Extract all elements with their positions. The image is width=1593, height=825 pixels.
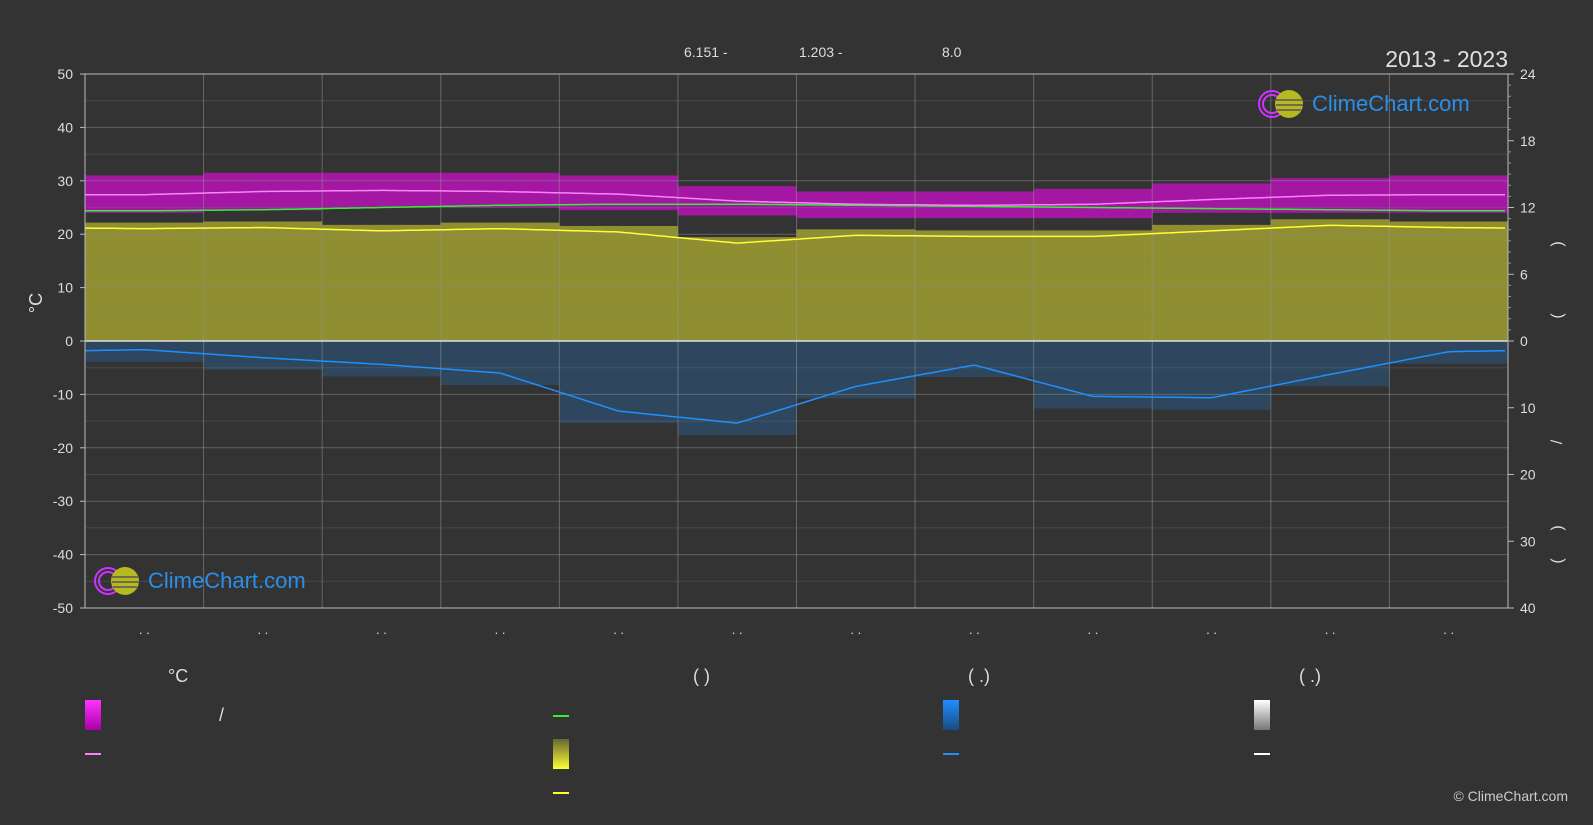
right-tick-label: 20	[1520, 467, 1536, 483]
left-tick-label: -10	[53, 386, 73, 402]
legend-snow-swatch	[1254, 700, 1270, 730]
rain-bar	[915, 341, 1034, 378]
sunshine-bar	[559, 225, 678, 341]
left-tick-label: -50	[53, 600, 73, 616]
month-label: . .	[613, 622, 624, 637]
month-label: . .	[495, 622, 506, 637]
month-label: . .	[139, 622, 150, 637]
axes-group: 50 40 30 20 10 0 -10 -20 -30 -40 -50 24 18 12 6 0 10 20 30…	[26, 66, 1566, 637]
rain-bar	[796, 341, 916, 399]
sunshine-bar	[1152, 224, 1271, 341]
legend-sun-heading: ( )	[693, 666, 710, 686]
legend-temperature-heading: °C	[168, 666, 189, 686]
legend-mean-temp-line	[85, 753, 101, 755]
sunshine-bar	[1389, 221, 1508, 341]
right-tick-label: 6	[1520, 266, 1528, 282]
mean-temp-line	[85, 189, 1505, 207]
left-tick-label: 40	[57, 119, 73, 135]
month-label: . .	[850, 622, 861, 637]
month-label: . .	[257, 622, 268, 637]
left-tick-label: 50	[57, 66, 73, 82]
month-label: . .	[1088, 622, 1099, 637]
right-axis-label: )	[1549, 525, 1566, 530]
rain-bar	[440, 341, 560, 386]
month-label: . .	[1325, 622, 1336, 637]
right-axis-label: /	[1549, 439, 1566, 444]
left-tick-label: -30	[53, 493, 73, 509]
month-label: . .	[732, 622, 743, 637]
rain-bar	[322, 341, 441, 377]
left-tick-label: -20	[53, 440, 73, 456]
right-tick-label: 30	[1520, 533, 1536, 549]
legend-slash: /	[219, 705, 225, 725]
max-temp-band	[440, 172, 560, 208]
left-tick-label: 0	[65, 333, 73, 349]
sunshine-bar	[1033, 230, 1153, 341]
left-axis-unit: °C	[26, 293, 46, 313]
sunshine-bar	[203, 221, 323, 341]
right-axis-label: (	[1549, 313, 1566, 319]
sunshine-line	[85, 224, 1506, 244]
legend-sunshine-line	[553, 792, 569, 794]
month-label: . .	[969, 622, 980, 637]
header-stat-3: 8.0	[942, 44, 962, 60]
daylight-line	[85, 203, 1505, 212]
logo-icon	[94, 565, 144, 597]
sunshine-bar	[322, 224, 441, 341]
brand-logo-bottom[interactable]: ClimeChart.com	[94, 565, 306, 597]
month-label: . .	[376, 622, 387, 637]
sunshine-bar	[440, 222, 560, 341]
rain-bar	[85, 341, 204, 362]
right-tick-label: 12	[1520, 200, 1536, 216]
left-tick-label: 30	[57, 173, 73, 189]
sunshine-bar	[85, 222, 204, 341]
legend-rain-line	[943, 753, 959, 755]
series-lines-group	[84, 189, 1506, 424]
sunshine-bars-group	[85, 219, 1508, 341]
legend-snow-heading: ( .)	[1299, 666, 1321, 686]
brand-name-bottom: ClimeChart.com	[148, 568, 306, 593]
month-label: . .	[1206, 622, 1217, 637]
legend-rain-swatch	[943, 700, 959, 730]
legend-daylight-line	[553, 715, 569, 717]
period-label: 2013 - 2023	[1385, 46, 1508, 72]
brand-name-top: ClimeChart.com	[1312, 91, 1470, 116]
logo-icon	[1258, 88, 1308, 120]
right-axis-label: (	[1549, 558, 1566, 564]
header-stat-2: 1.203 -	[799, 44, 843, 60]
sunshine-bar	[677, 237, 797, 341]
right-tick-label: 18	[1520, 133, 1536, 149]
header-stat-1: 6.151 -	[684, 44, 728, 60]
rain-bar	[1152, 341, 1271, 410]
sunshine-bar	[1270, 219, 1390, 341]
right-axis-label: )	[1549, 241, 1566, 246]
legend-rain-heading: ( .)	[968, 666, 990, 686]
brand-logo-top[interactable]: ClimeChart.com	[1258, 88, 1470, 120]
right-tick-label: 24	[1520, 66, 1536, 82]
copyright-label: © ClimeChart.com	[1453, 788, 1568, 804]
rain-bar	[1033, 341, 1153, 409]
right-tick-label: 0	[1520, 333, 1528, 349]
sunshine-bar	[915, 230, 1034, 341]
max-temp-band	[1033, 188, 1153, 219]
left-tick-label: 20	[57, 226, 73, 242]
month-label: . .	[1443, 622, 1454, 637]
sunshine-bar	[796, 229, 916, 341]
legend-snow-line	[1254, 753, 1270, 755]
right-tick-label: 10	[1520, 400, 1536, 416]
left-tick-label: -40	[53, 547, 73, 563]
rain-line	[84, 348, 1506, 424]
legend-max-temp-swatch	[85, 700, 101, 730]
rain-bar	[559, 341, 678, 424]
legend-sunshine-swatch	[553, 739, 569, 769]
grid-group	[84, 73, 1509, 609]
rain-bar	[1270, 341, 1390, 387]
right-tick-label: 40	[1520, 600, 1536, 616]
left-tick-label: 10	[57, 280, 73, 296]
